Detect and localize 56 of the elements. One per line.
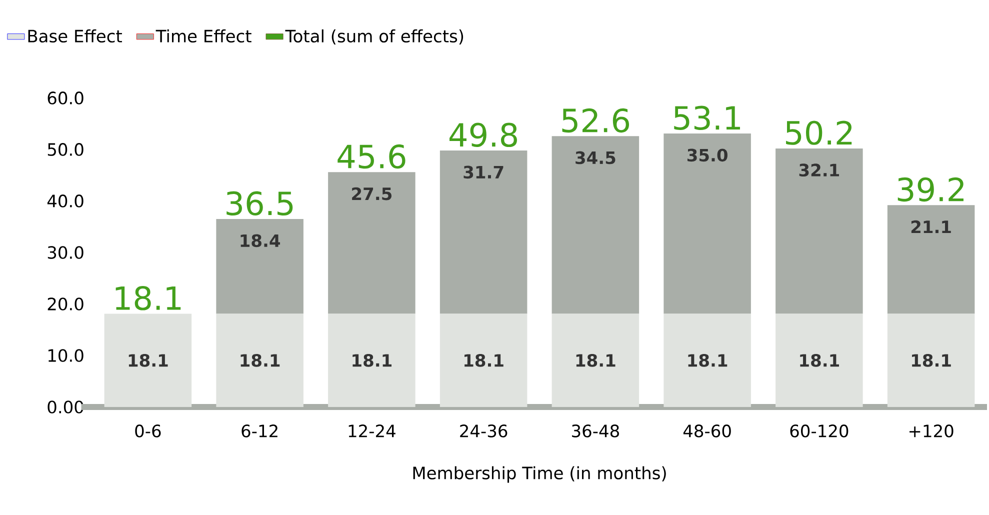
bar: [552, 314, 640, 407]
data-label: 21.1: [911, 220, 951, 234]
data-label: 32.1: [799, 164, 840, 177]
total-label: 18.1: [116, 286, 181, 310]
bar: [440, 314, 528, 407]
data-label: 27.5: [352, 187, 392, 200]
legend-label: Time Effect: [156, 29, 252, 43]
data-label: 34.5: [576, 151, 616, 164]
bar: [440, 150, 528, 314]
legend-label: Base Effect: [28, 29, 122, 43]
x-tick-label: 36-48: [572, 424, 619, 438]
data-label: 31.7: [464, 166, 504, 179]
x-tick-label: 12-24: [348, 424, 396, 438]
bar: [216, 314, 304, 407]
total-label: 39.2: [898, 177, 964, 202]
data-label: 18.1: [128, 354, 168, 367]
data-label: 18.1: [352, 354, 392, 367]
bar: [776, 148, 863, 314]
bar: [664, 314, 751, 407]
total-label: 49.8: [450, 122, 517, 147]
bar: [552, 136, 640, 314]
total-label: 45.6: [338, 144, 406, 169]
data-label: 18.1: [240, 354, 280, 367]
data-label: 18.1: [800, 354, 840, 367]
x-tick-label: +120: [910, 424, 954, 438]
legend-label: Total (sum of effects): [285, 29, 464, 45]
data-label: 18.1: [576, 354, 616, 367]
x-tick-label: 0-6: [135, 424, 161, 438]
x-tick-label: 48-60: [683, 424, 731, 438]
bar: [104, 314, 192, 407]
bar: [664, 134, 751, 314]
bar: [887, 314, 975, 407]
bar: [216, 219, 304, 314]
x-tick-label: 24-36: [460, 424, 508, 438]
y-tick-label: 40.0: [47, 194, 84, 208]
data-label: 18.1: [912, 354, 951, 367]
data-label: 18.1: [688, 354, 728, 367]
y-tick-label: 60.0: [48, 92, 84, 104]
bar: [328, 314, 416, 407]
y-tick-label: 50.0: [48, 143, 84, 156]
y-tick-label: 30.0: [48, 246, 84, 259]
data-label: 18.1: [464, 354, 504, 367]
y-tick-label: 10.0: [48, 349, 84, 362]
y-tick-label: 20.0: [48, 298, 84, 310]
total-label: 53.1: [674, 106, 740, 130]
bar: [887, 205, 975, 314]
bar: [328, 172, 416, 314]
data-label: 18.4: [240, 234, 280, 248]
bar: [776, 314, 863, 407]
total-label: 52.6: [562, 108, 630, 133]
total-label: 50.2: [786, 120, 852, 145]
total-label: 36.5: [226, 191, 293, 216]
x-tick-label: 6-12: [242, 424, 278, 438]
x-axis-title: Membership Time (in months): [413, 466, 666, 483]
x-tick-label: 60-120: [790, 424, 848, 438]
data-label: 35.0: [687, 148, 728, 162]
